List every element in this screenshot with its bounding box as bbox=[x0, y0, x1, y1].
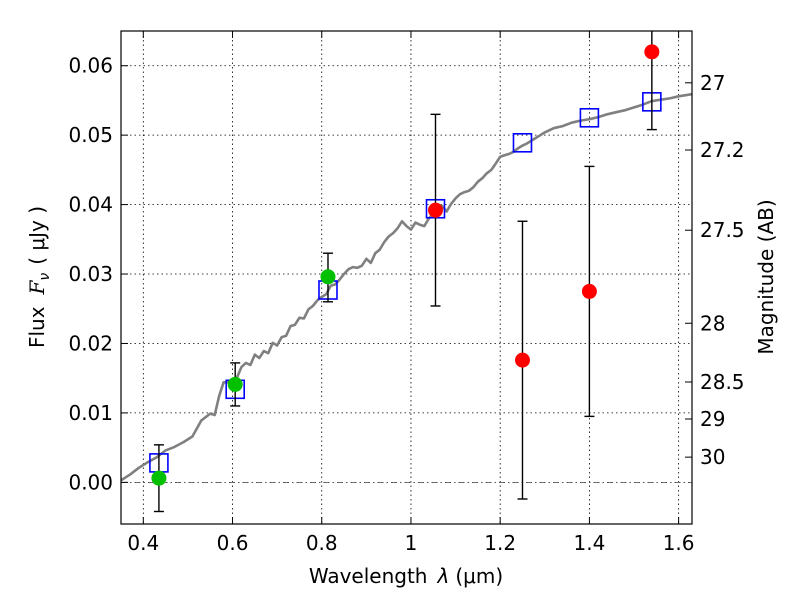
y-tick-label: 0.04 bbox=[68, 193, 113, 217]
observed-optical-point bbox=[151, 470, 167, 486]
model-photometry-point bbox=[512, 132, 533, 153]
y-tick-label: 0.05 bbox=[68, 123, 113, 147]
observed-optical-point bbox=[320, 269, 336, 285]
y2-tick-label: 28 bbox=[700, 311, 725, 335]
x-tick-label: 0.4 bbox=[127, 531, 159, 555]
model-spectrum-line bbox=[121, 92, 692, 482]
y-axis-label-subscript: ν bbox=[37, 273, 53, 281]
x-tick-label: 1.6 bbox=[663, 531, 695, 555]
observed-infrared-point bbox=[581, 283, 597, 299]
y2-tick-label: 30 bbox=[700, 445, 725, 469]
grid-lines bbox=[121, 31, 692, 524]
x-axis-label: Wavelength λ (μm) bbox=[309, 564, 503, 588]
model-photometry-point bbox=[579, 107, 600, 128]
y-tick-label: 0.00 bbox=[68, 470, 113, 494]
plot-area bbox=[121, 31, 692, 513]
y-axis-label-symbol: F bbox=[25, 279, 49, 295]
series-observed-optical bbox=[151, 252, 336, 513]
y2-tick-label: 27.2 bbox=[700, 138, 745, 162]
series-observed-infrared bbox=[427, 31, 660, 500]
observed-optical-point bbox=[227, 376, 243, 392]
y2-tick-label: 28.5 bbox=[700, 370, 745, 394]
x-tick-label: 0.6 bbox=[217, 531, 249, 555]
plot-frame bbox=[120, 30, 693, 525]
series-model-photometry bbox=[149, 92, 662, 473]
y2-axis-label: Magnitude (AB) bbox=[754, 199, 778, 354]
observed-infrared-point bbox=[514, 352, 530, 368]
x-tick-label: 1.4 bbox=[573, 531, 605, 555]
y2-tick-label: 27 bbox=[700, 71, 725, 95]
y-tick-label: 0.06 bbox=[68, 54, 113, 78]
y-tick-label: 0.02 bbox=[68, 331, 113, 355]
y-axis-label: Flux Fν ( μJy ) bbox=[25, 206, 53, 348]
y2-tick-label: 29 bbox=[700, 407, 725, 431]
x-tick-label: 1.2 bbox=[484, 531, 516, 555]
y-tick-label: 0.01 bbox=[68, 401, 113, 425]
y-axis-label-unit: ( μJy ) bbox=[25, 206, 49, 265]
observed-infrared-point bbox=[427, 202, 443, 218]
y-axis-label-text: Flux bbox=[25, 306, 49, 348]
x-axis-label-symbol: λ bbox=[437, 564, 450, 588]
x-axis-label-unit: (μm) bbox=[455, 564, 503, 588]
axis-ticks: 0.4 0.6 0.8 1 1.2 1.4 1.6 0.00 0.01 0.02 0.03 0.04 0… bbox=[68, 31, 745, 555]
y2-tick-label: 27.5 bbox=[700, 218, 745, 242]
observed-infrared-point bbox=[644, 44, 660, 60]
y-tick-label: 0.03 bbox=[68, 262, 113, 286]
series-model-spectrum bbox=[121, 92, 692, 482]
x-axis-label-text: Wavelength bbox=[309, 564, 428, 588]
x-tick-label: 1 bbox=[405, 531, 418, 555]
x-tick-label: 0.8 bbox=[306, 531, 338, 555]
